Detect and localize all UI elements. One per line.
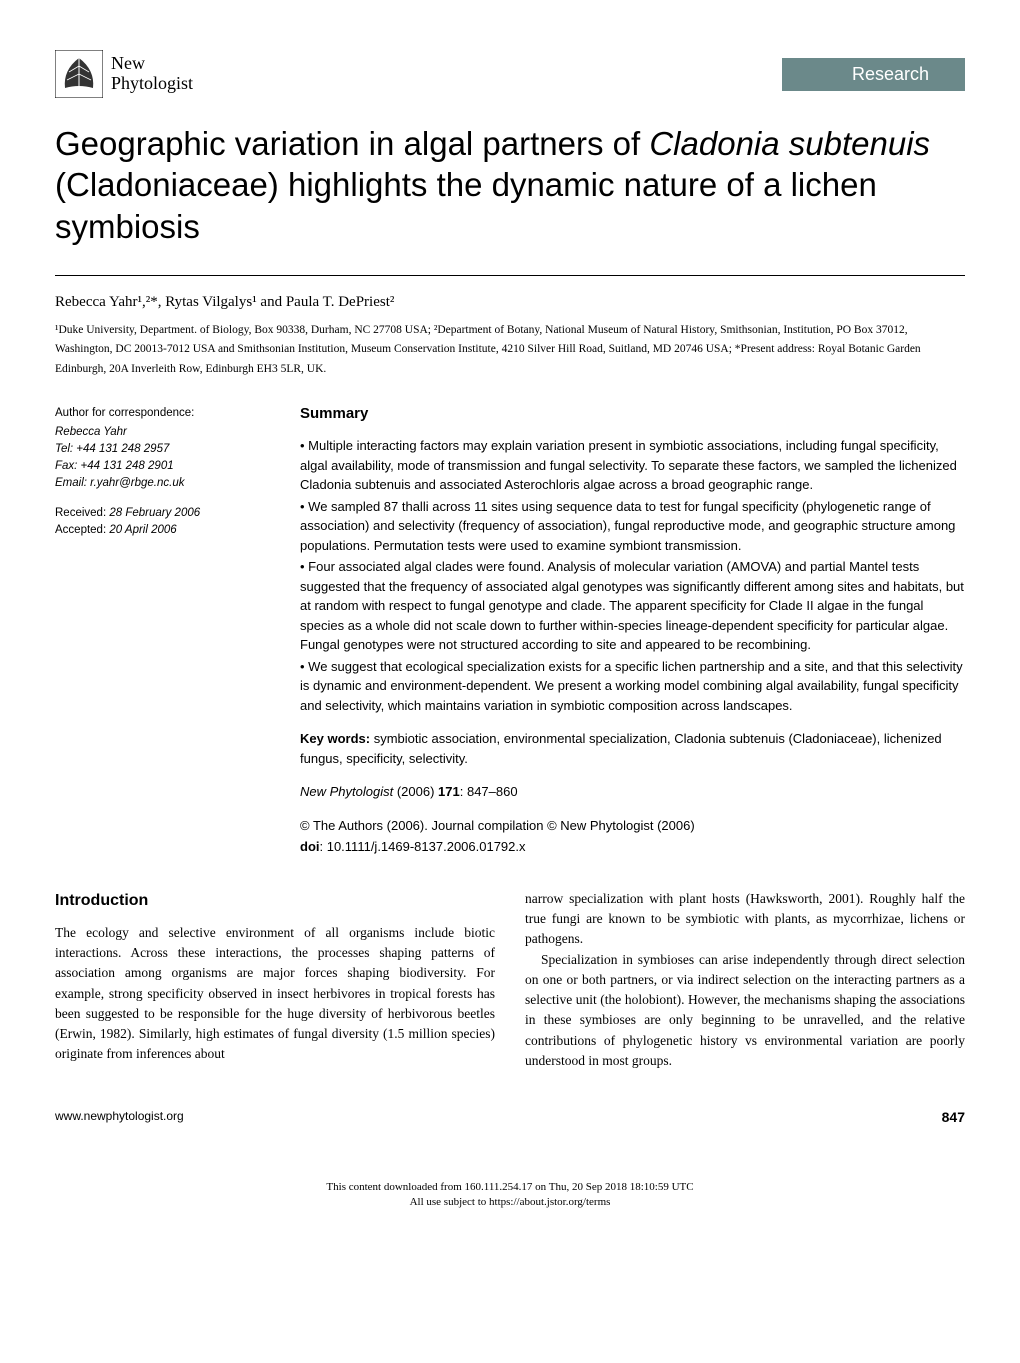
summary-bullet: • Four associated algal clades were foun… xyxy=(300,557,965,655)
keywords-text: symbiotic association, environmental spe… xyxy=(300,731,942,766)
authors: Rebecca Yahr¹,²*, Rytas Vilgalys¹ and Pa… xyxy=(55,294,965,311)
summary-section: Author for correspondence: Rebecca Yahr … xyxy=(55,405,965,859)
accepted-label: Accepted: xyxy=(55,524,109,536)
correspondence-block: Author for correspondence: Rebecca Yahr … xyxy=(55,405,270,859)
correspondence-fax: Fax: +44 131 248 2901 xyxy=(55,458,270,475)
intro-paragraph: narrow specialization with plant hosts (… xyxy=(525,889,965,950)
affiliations: ¹Duke University, Department. of Biology… xyxy=(55,321,965,380)
copyright: © The Authors (2006). Journal compilatio… xyxy=(300,816,965,836)
keywords-label: Key words: xyxy=(300,731,370,746)
journal-name: New Phytologist xyxy=(111,54,193,94)
doi-label: doi xyxy=(300,839,320,854)
divider xyxy=(55,275,965,276)
introduction-heading: Introduction xyxy=(55,889,495,913)
summary-content: Summary • Multiple interacting factors m… xyxy=(300,405,965,859)
title-italic: Cladonia subtenuis xyxy=(649,125,930,162)
header-bar: New Phytologist Research xyxy=(55,50,965,98)
doi-line: doi: 10.1111/j.1469-8137.2006.01792.x xyxy=(300,837,965,857)
intro-paragraph: The ecology and selective environment of… xyxy=(55,923,495,1065)
summary-heading: Summary xyxy=(300,405,965,422)
journal-name-line1: New xyxy=(111,54,193,74)
correspondence-label: Author for correspondence: xyxy=(55,405,270,422)
summary-bullet: • Multiple interacting factors may expla… xyxy=(300,436,965,495)
citation-journal: New Phytologist xyxy=(300,784,393,799)
intro-column-left: Introduction The ecology and selective e… xyxy=(55,889,495,1071)
intro-column-right: narrow specialization with plant hosts (… xyxy=(525,889,965,1071)
correspondence-tel: Tel: +44 131 248 2957 xyxy=(55,441,270,458)
jstor-footer: This content downloaded from 160.111.254… xyxy=(55,1180,965,1210)
page-footer: www.newphytologist.org 847 xyxy=(55,1109,965,1125)
accepted-date: 20 April 2006 xyxy=(109,524,176,536)
keywords: Key words: symbiotic association, enviro… xyxy=(300,729,965,768)
jstor-line2: All use subject to https://about.jstor.o… xyxy=(55,1195,965,1210)
page-number: 847 xyxy=(942,1109,965,1125)
introduction-section: Introduction The ecology and selective e… xyxy=(55,889,965,1071)
title-pre: Geographic variation in algal partners o… xyxy=(55,125,649,162)
summary-bullet: • We sampled 87 thalli across 11 sites u… xyxy=(300,497,965,556)
citation-pages: : 847–860 xyxy=(460,784,518,799)
summary-bullet: • We suggest that ecological specializat… xyxy=(300,657,965,716)
leaf-icon xyxy=(55,50,103,98)
citation-volume: 171 xyxy=(438,784,460,799)
article-title: Geographic variation in algal partners o… xyxy=(55,123,965,247)
received-date: 28 February 2006 xyxy=(109,507,200,519)
title-mid: (Cladoniaceae) highlights the dynamic na… xyxy=(55,166,877,244)
research-badge: Research xyxy=(782,58,965,91)
received-line: Received: 28 February 2006 xyxy=(55,505,270,522)
footer-url: www.newphytologist.org xyxy=(55,1109,184,1125)
correspondence-name: Rebecca Yahr xyxy=(55,424,270,441)
journal-name-line2: Phytologist xyxy=(111,74,193,94)
citation: New Phytologist (2006) 171: 847–860 xyxy=(300,782,965,802)
summary-body: • Multiple interacting factors may expla… xyxy=(300,436,965,857)
accepted-line: Accepted: 20 April 2006 xyxy=(55,522,270,539)
journal-logo: New Phytologist xyxy=(55,50,193,98)
received-label: Received: xyxy=(55,507,109,519)
correspondence-email: Email: r.yahr@rbge.nc.uk xyxy=(55,475,270,492)
jstor-line1: This content downloaded from 160.111.254… xyxy=(55,1180,965,1195)
doi-value: : 10.1111/j.1469-8137.2006.01792.x xyxy=(320,839,526,854)
intro-paragraph: Specialization in symbioses can arise in… xyxy=(525,950,965,1072)
citation-year: (2006) xyxy=(397,784,435,799)
